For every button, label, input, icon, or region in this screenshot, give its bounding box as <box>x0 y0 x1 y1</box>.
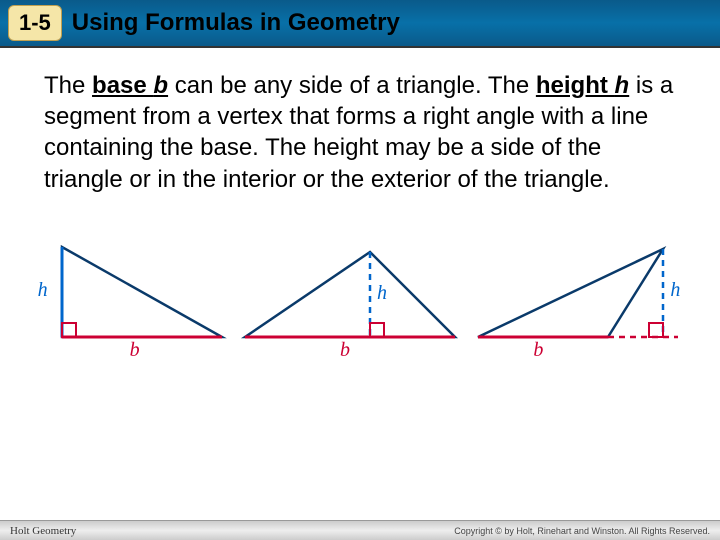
term-base: base <box>92 72 153 99</box>
section-number-badge: 1-5 <box>8 5 62 41</box>
label-h-2: h <box>377 282 387 305</box>
slide-footer: Holt Geometry Copyright © by Holt, Rineh… <box>0 520 720 540</box>
footer-brand: Holt Geometry <box>10 525 76 537</box>
label-h-3: h <box>670 279 680 302</box>
triangle-3-svg <box>468 237 688 367</box>
slide-title: Using Formulas in Geometry <box>72 9 400 37</box>
slide-header: 1-5 Using Formulas in Geometry <box>0 0 720 48</box>
diagram-1: h b <box>32 237 232 367</box>
var-b: b <box>153 72 168 99</box>
diagram-2: h b <box>235 237 465 367</box>
text-part: The <box>44 72 92 99</box>
var-h: h <box>615 72 630 99</box>
footer-copyright: Copyright © by Holt, Rinehart and Winsto… <box>454 526 710 536</box>
diagram-row: h b h b h b <box>0 207 720 367</box>
label-b-1: b <box>130 339 140 362</box>
label-b-3: b <box>533 339 543 362</box>
term-height: height <box>536 72 615 99</box>
triangle-2-svg <box>235 237 465 367</box>
diagram-3: h b <box>468 237 688 367</box>
body-paragraph: The base b can be any side of a triangle… <box>0 48 720 207</box>
label-h-1: h <box>38 279 48 302</box>
text-part: can be any side of a triangle. The <box>168 72 536 99</box>
label-b-2: b <box>340 339 350 362</box>
